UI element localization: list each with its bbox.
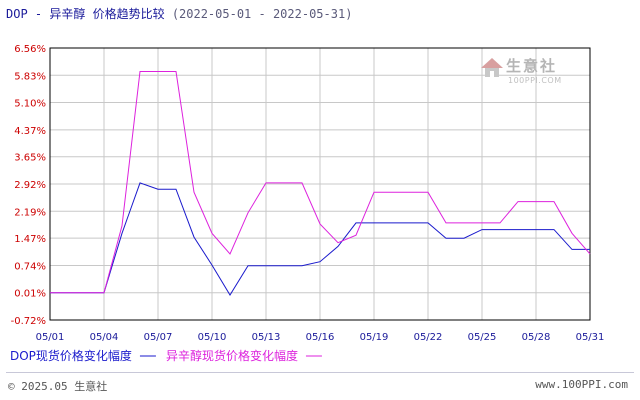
x-axis-ticks: 05/01 05/04 05/07 05/10 05/13 05/16 05/19 05/22… [36, 332, 605, 343]
title-main: DOP - 异辛醇 价格趋势比较 [6, 7, 165, 21]
site-link[interactable]: www.100PPI.com [535, 378, 628, 391]
watermark-url: 100PPI.COM [508, 76, 562, 85]
legend-label-dop: DOP现货价格变化幅度 [10, 348, 132, 363]
watermark-text: 生意社 [506, 57, 558, 75]
x-tick-label: 05/19 [360, 332, 389, 343]
footer-divider [6, 372, 634, 373]
price-trend-chart: 6.56% 5.83% 5.10% 4.37% 3.65% 2.92% 2.19% 1.47%… [10, 44, 605, 363]
y-tick-label: 0.74% [14, 261, 46, 272]
y-tick-label: 3.65% [14, 153, 46, 164]
series-line-dop [50, 182, 590, 296]
x-tick-label: 05/22 [414, 332, 443, 343]
y-tick-label: 5.10% [14, 99, 46, 110]
legend-label-2eh: 异辛醇现货价格变化幅度 [166, 348, 298, 363]
y-tick-label: 1.47% [14, 234, 46, 245]
legend: DOP现货价格变化幅度 异辛醇现货价格变化幅度 [10, 348, 322, 363]
y-tick-label: -0.72% [11, 316, 46, 327]
plot-frame [49, 47, 591, 321]
x-tick-label: 05/31 [576, 332, 605, 343]
y-axis-ticks: 6.56% 5.83% 5.10% 4.37% 3.65% 2.92% 2.19% 1.47%… [11, 44, 46, 327]
x-tick-label: 05/28 [522, 332, 551, 343]
x-tick-label: 05/01 [36, 332, 65, 343]
house-logo-icon [481, 58, 503, 77]
x-tick-label: 05/25 [468, 332, 497, 343]
x-tick-label: 05/13 [252, 332, 281, 343]
copyright-text: © 2025.05 生意社 [8, 380, 108, 393]
y-tick-label: 6.56% [14, 44, 46, 55]
y-tick-label: 2.92% [14, 180, 46, 191]
x-tick-label: 05/07 [144, 332, 173, 343]
series-lines [50, 71, 591, 296]
x-tick-label: 05/16 [306, 332, 335, 343]
chart-title: DOP - 异辛醇 价格趋势比较 (2022-05-01 - 2022-05-3… [6, 5, 352, 22]
y-tick-label: 2.19% [14, 207, 46, 218]
y-tick-label: 0.01% [14, 289, 46, 300]
title-date-range: (2022-05-01 - 2022-05-31) [171, 7, 353, 21]
watermark-logo: 生意社 100PPI.COM [478, 54, 578, 94]
series-line-2eh [50, 71, 591, 294]
x-tick-label: 05/04 [90, 332, 119, 343]
y-tick-label: 4.37% [14, 126, 46, 137]
y-tick-label: 5.83% [14, 71, 46, 82]
x-tick-label: 05/10 [198, 332, 227, 343]
